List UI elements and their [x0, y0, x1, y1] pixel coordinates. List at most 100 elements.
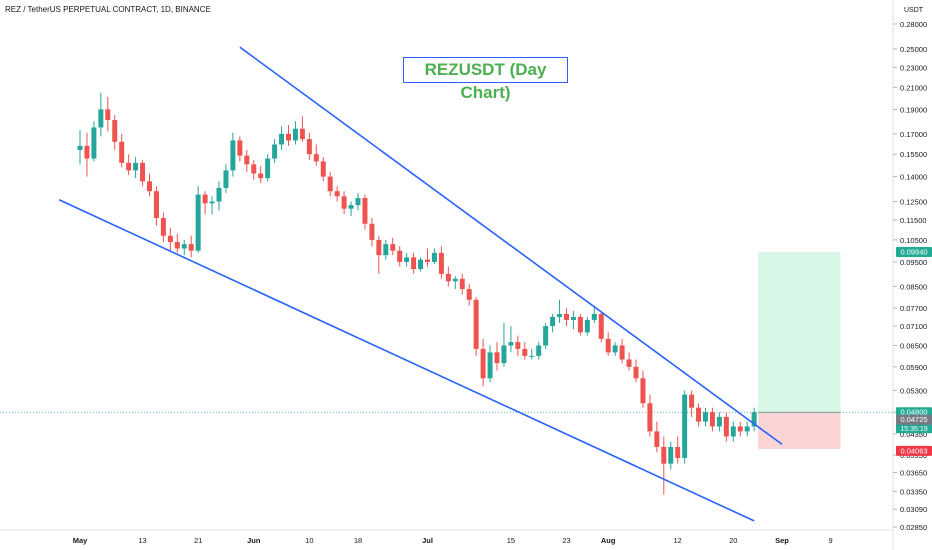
x-tick-label: 13 — [138, 536, 146, 545]
candle-body — [577, 316, 583, 333]
symbol-header: REZ / TetherUS PERPETUAL CONTRACT, 1D, B… — [5, 5, 211, 14]
candle-body — [557, 313, 563, 317]
price-tag-label: 0.04063 — [900, 446, 927, 455]
x-tick-label: Aug — [601, 536, 616, 545]
candle-body — [473, 299, 479, 349]
price-tag-target — [896, 246, 932, 257]
candle-body — [160, 217, 166, 236]
candle-body — [487, 352, 493, 379]
y-tick-label: 0.17000 — [900, 130, 927, 139]
x-tick-label: 21 — [194, 536, 202, 545]
candle-body — [153, 191, 159, 218]
x-tick-label: Jul — [422, 536, 433, 545]
countdown-label: 15:35:19 — [900, 426, 927, 433]
trendline-lower — [58, 199, 755, 522]
candle-body — [598, 313, 604, 339]
price-tag-neutral — [896, 414, 932, 425]
candle-body — [195, 194, 201, 251]
y-tick-label: 0.10500 — [900, 236, 927, 245]
candle-body — [550, 316, 556, 327]
chart-title-annotation: REZUSDT (Day Chart) — [403, 57, 568, 102]
x-tick-label: 15 — [507, 536, 515, 545]
y-tick-label: 0.09500 — [900, 258, 927, 267]
candle-body — [459, 278, 465, 290]
trendline-upper — [239, 46, 783, 445]
candle-body — [362, 198, 368, 224]
candle-body — [244, 155, 250, 165]
candle-body — [612, 345, 618, 353]
candle-body — [570, 316, 576, 320]
candle-body — [272, 144, 278, 159]
target-zone — [758, 251, 841, 413]
x-tick-label: 10 — [305, 536, 313, 545]
candle-body — [223, 170, 229, 188]
currency-unit-label: USDT — [904, 7, 924, 14]
candle-body — [529, 355, 535, 357]
price-tag-stop — [896, 445, 932, 456]
candle-body — [418, 259, 424, 270]
candle-body — [508, 342, 514, 346]
candle-body — [202, 194, 208, 204]
candle-body — [640, 378, 646, 404]
y-tick-label: 0.02850 — [900, 523, 927, 532]
candle-body — [174, 242, 180, 249]
x-tick-label: Jun — [247, 536, 261, 545]
candle-body — [452, 278, 458, 282]
y-tick-label: 0.23000 — [900, 63, 927, 72]
candle-body — [306, 139, 312, 155]
y-tick-label: 0.14000 — [900, 173, 927, 182]
candle-body — [536, 345, 542, 356]
y-tick-label: 0.11500 — [900, 216, 927, 225]
candle-body — [383, 244, 389, 256]
candle-body — [355, 198, 361, 206]
candle-body — [258, 173, 264, 179]
y-tick-label: 0.05300 — [900, 386, 927, 395]
candle-body — [119, 141, 125, 163]
candle-body — [515, 342, 521, 349]
candle-body — [140, 162, 146, 182]
candle-body — [299, 128, 305, 140]
candle-body — [696, 407, 702, 422]
candle-body — [438, 252, 444, 274]
candle-body — [425, 259, 430, 262]
candle-body — [703, 412, 708, 422]
candle-body — [633, 366, 639, 379]
candle-body — [91, 127, 97, 159]
candle-body — [661, 446, 667, 464]
candle-body — [286, 133, 291, 141]
candle-body — [466, 289, 472, 300]
candle-body — [501, 345, 507, 364]
candle-body — [605, 338, 611, 353]
candle-body — [591, 313, 597, 320]
x-tick-label: 9 — [829, 536, 833, 545]
candle-body — [730, 426, 736, 437]
candle-body — [480, 348, 486, 379]
y-tick-label: 0.05900 — [900, 363, 927, 372]
y-tick-label: 0.03090 — [900, 505, 927, 514]
x-tick-label: May — [73, 536, 88, 545]
candle-body — [209, 201, 215, 204]
candle-body — [619, 345, 625, 360]
y-tick-label: 0.28000 — [900, 20, 927, 29]
candle-body — [654, 431, 660, 447]
candle-body — [112, 120, 118, 142]
candle-body — [494, 352, 500, 364]
candle-body — [716, 416, 722, 427]
candle-body — [147, 181, 152, 192]
candle-body — [292, 128, 298, 141]
y-tick-label: 0.21000 — [900, 83, 927, 92]
y-tick-label: 0.07100 — [900, 322, 927, 331]
candle-body — [251, 164, 257, 174]
candle-body — [445, 273, 451, 282]
candle-body — [167, 235, 173, 243]
candle-body — [522, 348, 528, 356]
candle-body — [265, 158, 271, 179]
candle-body — [626, 359, 632, 367]
candle-body — [334, 191, 340, 197]
candle-body — [320, 161, 326, 177]
candle-body — [216, 187, 222, 202]
x-tick-label: 23 — [562, 536, 570, 545]
x-tick-label: 18 — [354, 536, 362, 545]
candle-body — [397, 250, 403, 262]
